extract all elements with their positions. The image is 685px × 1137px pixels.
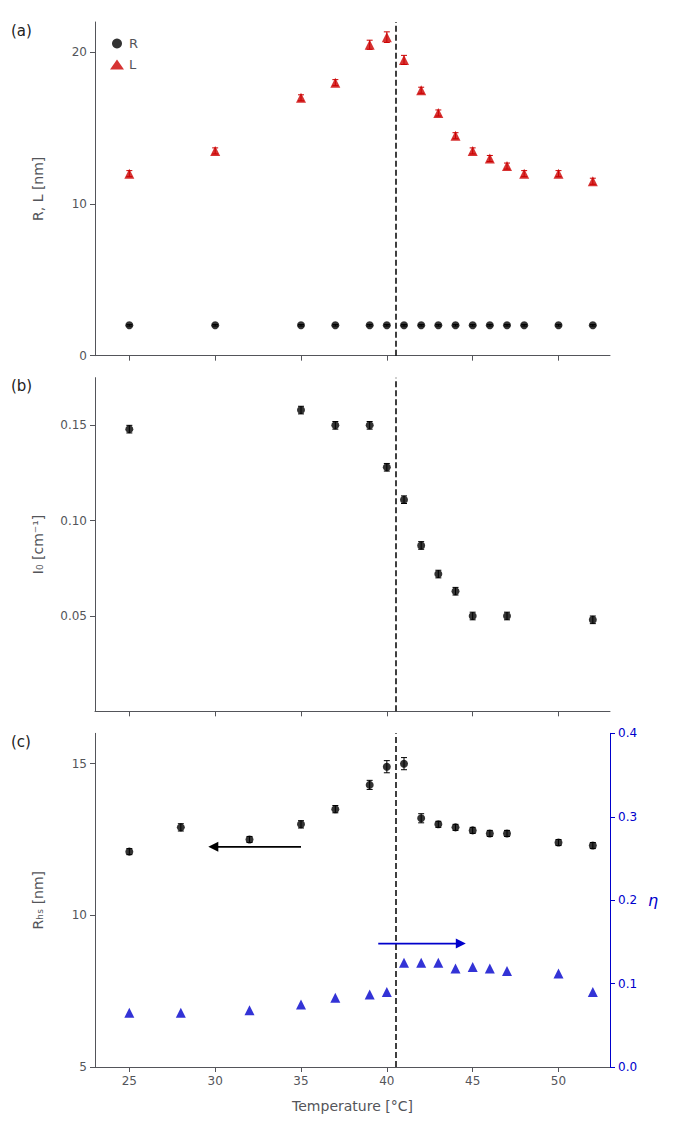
svg-text:15: 15	[72, 757, 87, 771]
svg-text:0: 0	[79, 349, 87, 363]
svg-text:(b): (b)	[11, 377, 32, 395]
svg-text:45: 45	[465, 1074, 480, 1088]
svg-text:R: R	[129, 36, 138, 51]
svg-text:(c): (c)	[11, 733, 31, 751]
svg-text:0.4: 0.4	[618, 726, 637, 740]
svg-text:R, L [nm]: R, L [nm]	[30, 157, 46, 221]
svg-text:0.05: 0.05	[60, 609, 87, 623]
svg-text:5: 5	[79, 1060, 87, 1074]
svg-text:0.15: 0.15	[60, 418, 87, 432]
svg-text:L: L	[129, 57, 137, 72]
svg-text:(a): (a)	[11, 22, 32, 40]
svg-text:0.0: 0.0	[618, 1060, 637, 1074]
svg-text:20: 20	[72, 45, 87, 59]
svg-text:I₀ [cm⁻¹]: I₀ [cm⁻¹]	[30, 515, 46, 574]
svg-text:30: 30	[208, 1074, 223, 1088]
svg-text:η: η	[648, 891, 658, 910]
svg-text:10: 10	[72, 197, 87, 211]
svg-text:Rₕₛ [nm]: Rₕₛ [nm]	[30, 871, 46, 930]
svg-text:50: 50	[551, 1074, 566, 1088]
svg-text:40: 40	[379, 1074, 394, 1088]
svg-text:Temperature [°C]: Temperature [°C]	[291, 1098, 413, 1114]
svg-text:0.10: 0.10	[60, 514, 87, 528]
svg-text:35: 35	[293, 1074, 308, 1088]
svg-text:25: 25	[122, 1074, 137, 1088]
svg-text:0.3: 0.3	[618, 810, 637, 824]
svg-text:0.1: 0.1	[618, 977, 637, 991]
svg-text:10: 10	[72, 908, 87, 922]
svg-text:0.2: 0.2	[618, 893, 637, 907]
